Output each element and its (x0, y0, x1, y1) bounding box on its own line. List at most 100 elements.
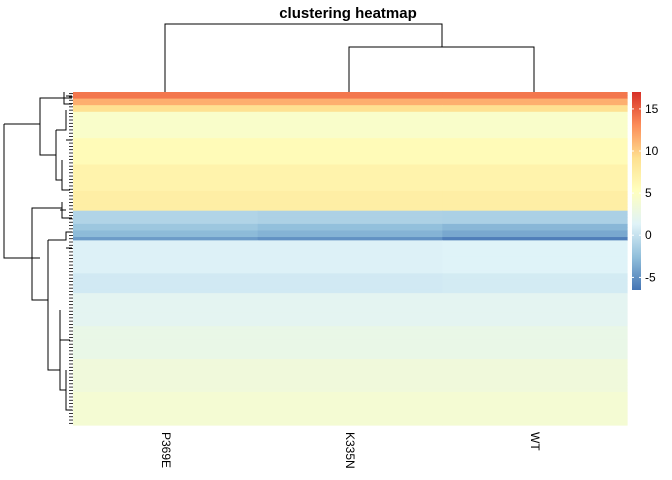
heatmap-cell (442, 293, 628, 298)
heatmap-cell (442, 256, 628, 261)
heatmap-cell (257, 382, 443, 387)
heatmap-cell (257, 161, 443, 166)
heatmap-cell (442, 260, 628, 265)
heatmap-cell (442, 299, 628, 304)
legend-color-bar (632, 92, 641, 290)
heatmap-cell (73, 253, 259, 258)
heatmap-cell (257, 256, 443, 261)
heatmap-cell (257, 286, 443, 291)
heatmap-cell (73, 161, 259, 166)
heatmap-cell (257, 362, 443, 367)
heatmap-cell (257, 273, 443, 278)
heatmap-cell (257, 101, 443, 106)
row-dendrogram-lower-split (31, 202, 72, 301)
heatmap-cell (73, 217, 259, 222)
heatmap-cell (73, 124, 259, 129)
heatmap-cell (442, 276, 628, 281)
heatmap-cell (442, 157, 628, 162)
heatmap-cell (73, 111, 259, 116)
column-dendrogram (164, 23, 535, 92)
heatmap-cell (73, 210, 259, 215)
heatmap-cell (442, 296, 628, 301)
heatmap-cell (73, 151, 259, 156)
heatmap-cell (73, 388, 259, 393)
heatmap-cell (442, 223, 628, 228)
heatmap-cell (73, 220, 259, 225)
heatmap-cell (257, 131, 443, 136)
heatmap-cell (73, 312, 259, 317)
heatmap-cell (73, 352, 259, 357)
heatmap-cell (73, 339, 259, 344)
heatmap-cell (442, 273, 628, 278)
column-dendrogram-subtree-branch (348, 46, 535, 92)
heatmap-cell (257, 319, 443, 324)
heatmap-cell (257, 395, 443, 400)
heatmap-cell (257, 415, 443, 420)
heatmap-cell (73, 105, 259, 110)
heatmap-cell (442, 335, 628, 340)
heatmap-cell (442, 217, 628, 222)
heatmap-cell (442, 306, 628, 311)
heatmap-cell (73, 167, 259, 172)
heatmap-cell (442, 220, 628, 225)
heatmap-cell (257, 217, 443, 222)
heatmap-cell (442, 326, 628, 330)
heatmap-cell (442, 108, 628, 113)
heatmap-cell (442, 408, 628, 413)
heatmap-cell (442, 319, 628, 324)
heatmap-cell (257, 405, 443, 410)
heatmap-cell (257, 194, 443, 199)
heatmap-cell (257, 332, 443, 337)
heatmap-cell (442, 279, 628, 284)
heatmap-cell (442, 365, 628, 370)
heatmap-cell (442, 312, 628, 317)
heatmap-cell (73, 342, 259, 347)
heatmap-cell (442, 138, 628, 143)
heatmap-cell (442, 151, 628, 156)
heatmap-cell (442, 148, 628, 152)
heatmap-cell (442, 187, 628, 192)
heatmap-cell (257, 303, 443, 307)
heatmap-cell (442, 154, 628, 159)
heatmap-cell (73, 246, 259, 251)
heatmap-cell (442, 246, 628, 251)
heatmap-cell (257, 421, 443, 426)
heatmap-cell (257, 378, 443, 383)
heatmap-cell (257, 339, 443, 344)
heatmap-cell (442, 266, 628, 271)
heatmap-cell (442, 349, 628, 354)
heatmap-cell (257, 296, 443, 301)
heatmap-cell (442, 233, 628, 238)
heatmap-cell (442, 227, 628, 232)
heatmap-cell (442, 421, 628, 426)
heatmap-cell (257, 270, 443, 274)
heatmap-cell (257, 266, 443, 271)
heatmap-cell (442, 164, 628, 169)
heatmap-cell (442, 270, 628, 274)
heatmap-cell (257, 372, 443, 377)
heatmap-cell (442, 105, 628, 110)
heatmap-cell (257, 250, 443, 255)
heatmap-cell (442, 200, 628, 205)
heatmap-cell (73, 148, 259, 152)
heatmap-cell (73, 174, 259, 179)
heatmap-cell (73, 118, 259, 123)
heatmap-cell (442, 174, 628, 179)
heatmap-cell (73, 392, 259, 396)
heatmap-cell (442, 342, 628, 347)
heatmap-cell (442, 372, 628, 377)
heatmap-cell (257, 105, 443, 110)
heatmap-cell (442, 118, 628, 123)
heatmap-cell (73, 95, 259, 100)
heatmap-cell (73, 362, 259, 367)
heatmap-cell (442, 289, 628, 294)
heatmap-cell (257, 95, 443, 100)
heatmap-cell (442, 124, 628, 129)
heatmap-cell (442, 161, 628, 166)
heatmap-cell (442, 418, 628, 423)
heatmap-cell (73, 276, 259, 281)
heatmap-cell (73, 349, 259, 354)
heatmap-cell (257, 128, 443, 133)
heatmap-cell (257, 157, 443, 162)
heatmap-cell (73, 227, 259, 232)
